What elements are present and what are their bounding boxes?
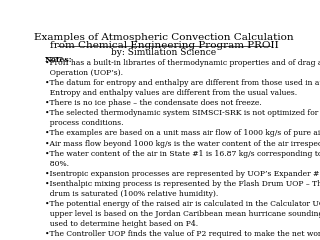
Text: from Chemical Engineering Program PROII: from Chemical Engineering Program PROII	[50, 41, 278, 50]
Text: Examples of Atmospheric Convection Calculation: Examples of Atmospheric Convection Calcu…	[34, 33, 294, 42]
Text: •ProII has a built-in libraries of thermodynamic properties and of drag and drop: •ProII has a built-in libraries of therm…	[45, 59, 320, 240]
Text: Notes:: Notes:	[45, 56, 73, 64]
Text: by: Simulation Science: by: Simulation Science	[111, 48, 217, 57]
